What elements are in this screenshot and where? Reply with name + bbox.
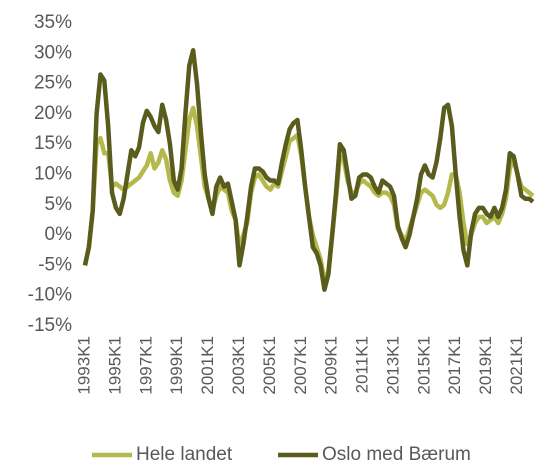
x-tick-label: 1999K1: [167, 336, 186, 395]
y-tick-label: -5%: [38, 254, 72, 275]
y-tick-label: -10%: [28, 285, 72, 306]
y-tick-label: 20%: [34, 103, 72, 124]
x-tick-label: 2021K1: [507, 336, 526, 395]
y-tick-label: -15%: [28, 315, 72, 336]
x-tick-label: 2007K1: [291, 336, 310, 395]
x-tick-label: 2001K1: [198, 336, 217, 395]
x-tick-label: 2011K1: [353, 336, 372, 393]
x-tick-label: 2013K1: [383, 336, 402, 395]
x-tick-label: 2019K1: [476, 336, 495, 395]
y-tick-label: 35%: [34, 12, 72, 33]
x-tick-label: 1993K1: [74, 336, 93, 395]
x-tick-label: 2003K1: [229, 336, 248, 395]
y-tick-label: 5%: [45, 194, 73, 215]
x-tick-label: 1997K1: [136, 336, 155, 395]
x-tick-label: 2005K1: [260, 336, 279, 395]
x-tick-label: 2017K1: [445, 336, 464, 395]
x-tick-label: 1995K1: [105, 336, 124, 395]
x-tick-label: 2015K1: [414, 336, 433, 395]
line-series: [82, 48, 535, 292]
y-tick-label: 10%: [34, 164, 72, 185]
y-tick-label: 25%: [34, 73, 72, 94]
x-tick-label: 2009K1: [322, 336, 341, 395]
y-tick-label: 30%: [34, 42, 72, 63]
y-tick-label: 0%: [45, 224, 73, 245]
legend-label: Oslo med Bærum: [322, 444, 471, 464]
y-tick-label: 15%: [34, 133, 72, 154]
legend-label: Hele landet: [136, 444, 233, 464]
